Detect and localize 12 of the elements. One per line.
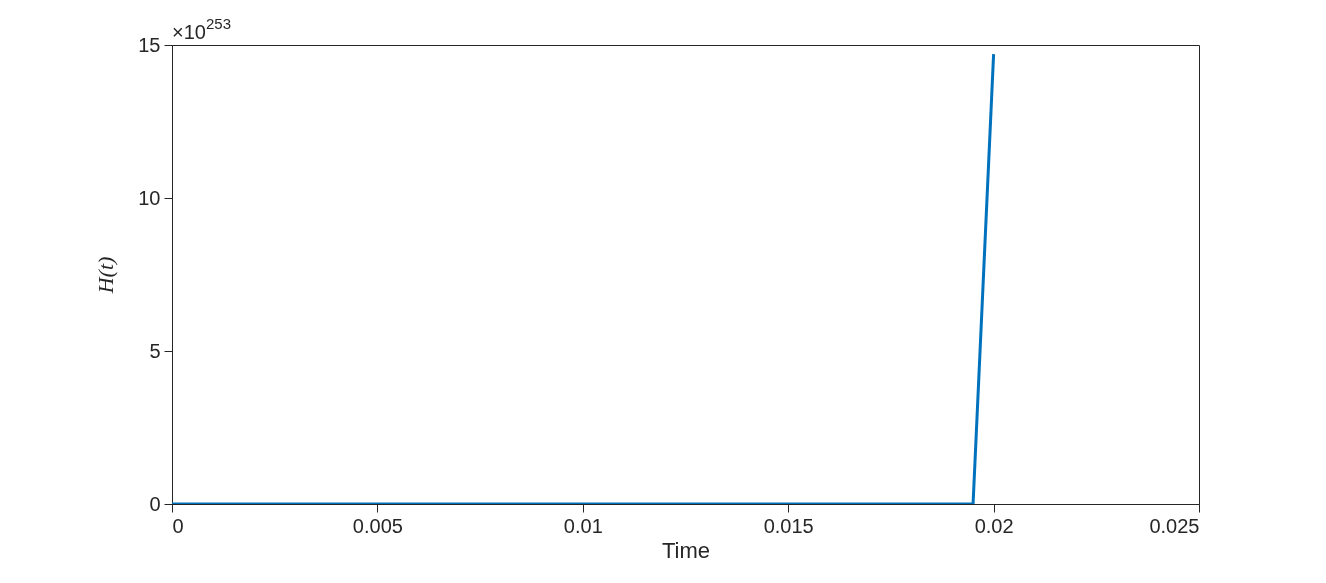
y-tick-label: 15 bbox=[138, 33, 161, 56]
y-tick-label: 10 bbox=[138, 186, 161, 209]
x-tick-label: 0 bbox=[172, 514, 184, 537]
x-tick-label: 0.025 bbox=[1149, 514, 1200, 537]
x-tick-label: 0.02 bbox=[974, 514, 1014, 537]
x-axis-title: Time bbox=[661, 537, 711, 563]
y-tick-label: 5 bbox=[149, 339, 161, 362]
x-tick-label: 0.015 bbox=[763, 514, 814, 537]
x-tick-label: 0.01 bbox=[563, 514, 603, 537]
y-tick-label: 0 bbox=[149, 492, 161, 515]
x-tick-label: 0.005 bbox=[352, 514, 403, 537]
y-axis-title: H(t) bbox=[93, 256, 119, 295]
